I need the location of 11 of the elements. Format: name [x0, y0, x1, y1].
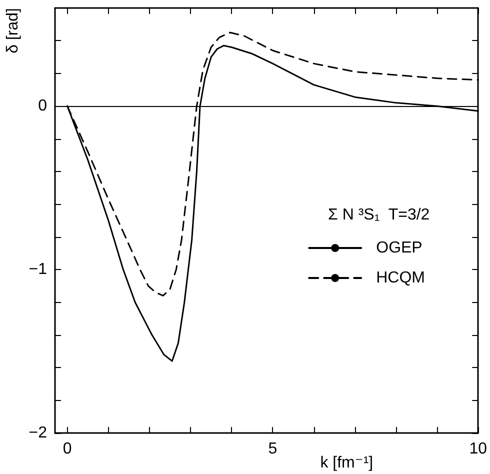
- x-tick-label: 0: [62, 440, 72, 458]
- legend-title: Σ N ³S₁ T=3/2: [328, 206, 430, 224]
- legend-label: HCQM: [376, 270, 426, 286]
- x-axis-title: k [fm⁻¹]: [320, 454, 374, 472]
- legend-label: OGEP: [376, 240, 422, 256]
- y-tick-label: −1: [28, 261, 48, 278]
- x-tick-label: 10: [469, 440, 488, 458]
- x-tick-label: 5: [268, 440, 278, 458]
- y-axis-title: δ [rad]: [4, 8, 22, 54]
- y-tick-label: 0: [38, 98, 48, 115]
- y-tick-label: −2: [28, 424, 48, 442]
